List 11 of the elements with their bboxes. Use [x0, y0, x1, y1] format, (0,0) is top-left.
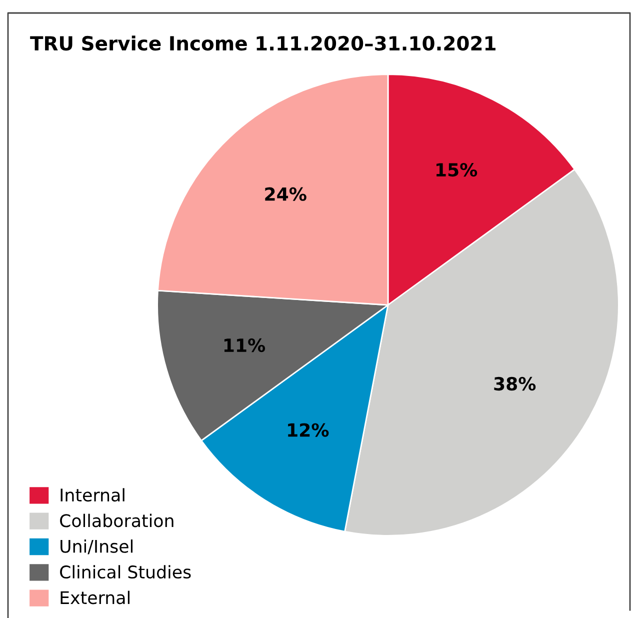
chart-title: TRU Service Income 1.11.2020–31.10.2021	[30, 36, 496, 51]
legend-label: Clinical Studies	[60, 565, 191, 579]
legend-label: External	[60, 590, 130, 604]
data-label: 12%	[288, 423, 329, 437]
data-label: 38%	[494, 376, 536, 391]
data-label: 24%	[265, 187, 306, 201]
legend-label: Collaboration	[60, 514, 174, 528]
legend-label: Uni/Insel	[60, 539, 132, 554]
legend-label: Internal	[60, 488, 124, 502]
data-label: 11%	[224, 338, 266, 352]
data-label: 15%	[436, 162, 478, 177]
